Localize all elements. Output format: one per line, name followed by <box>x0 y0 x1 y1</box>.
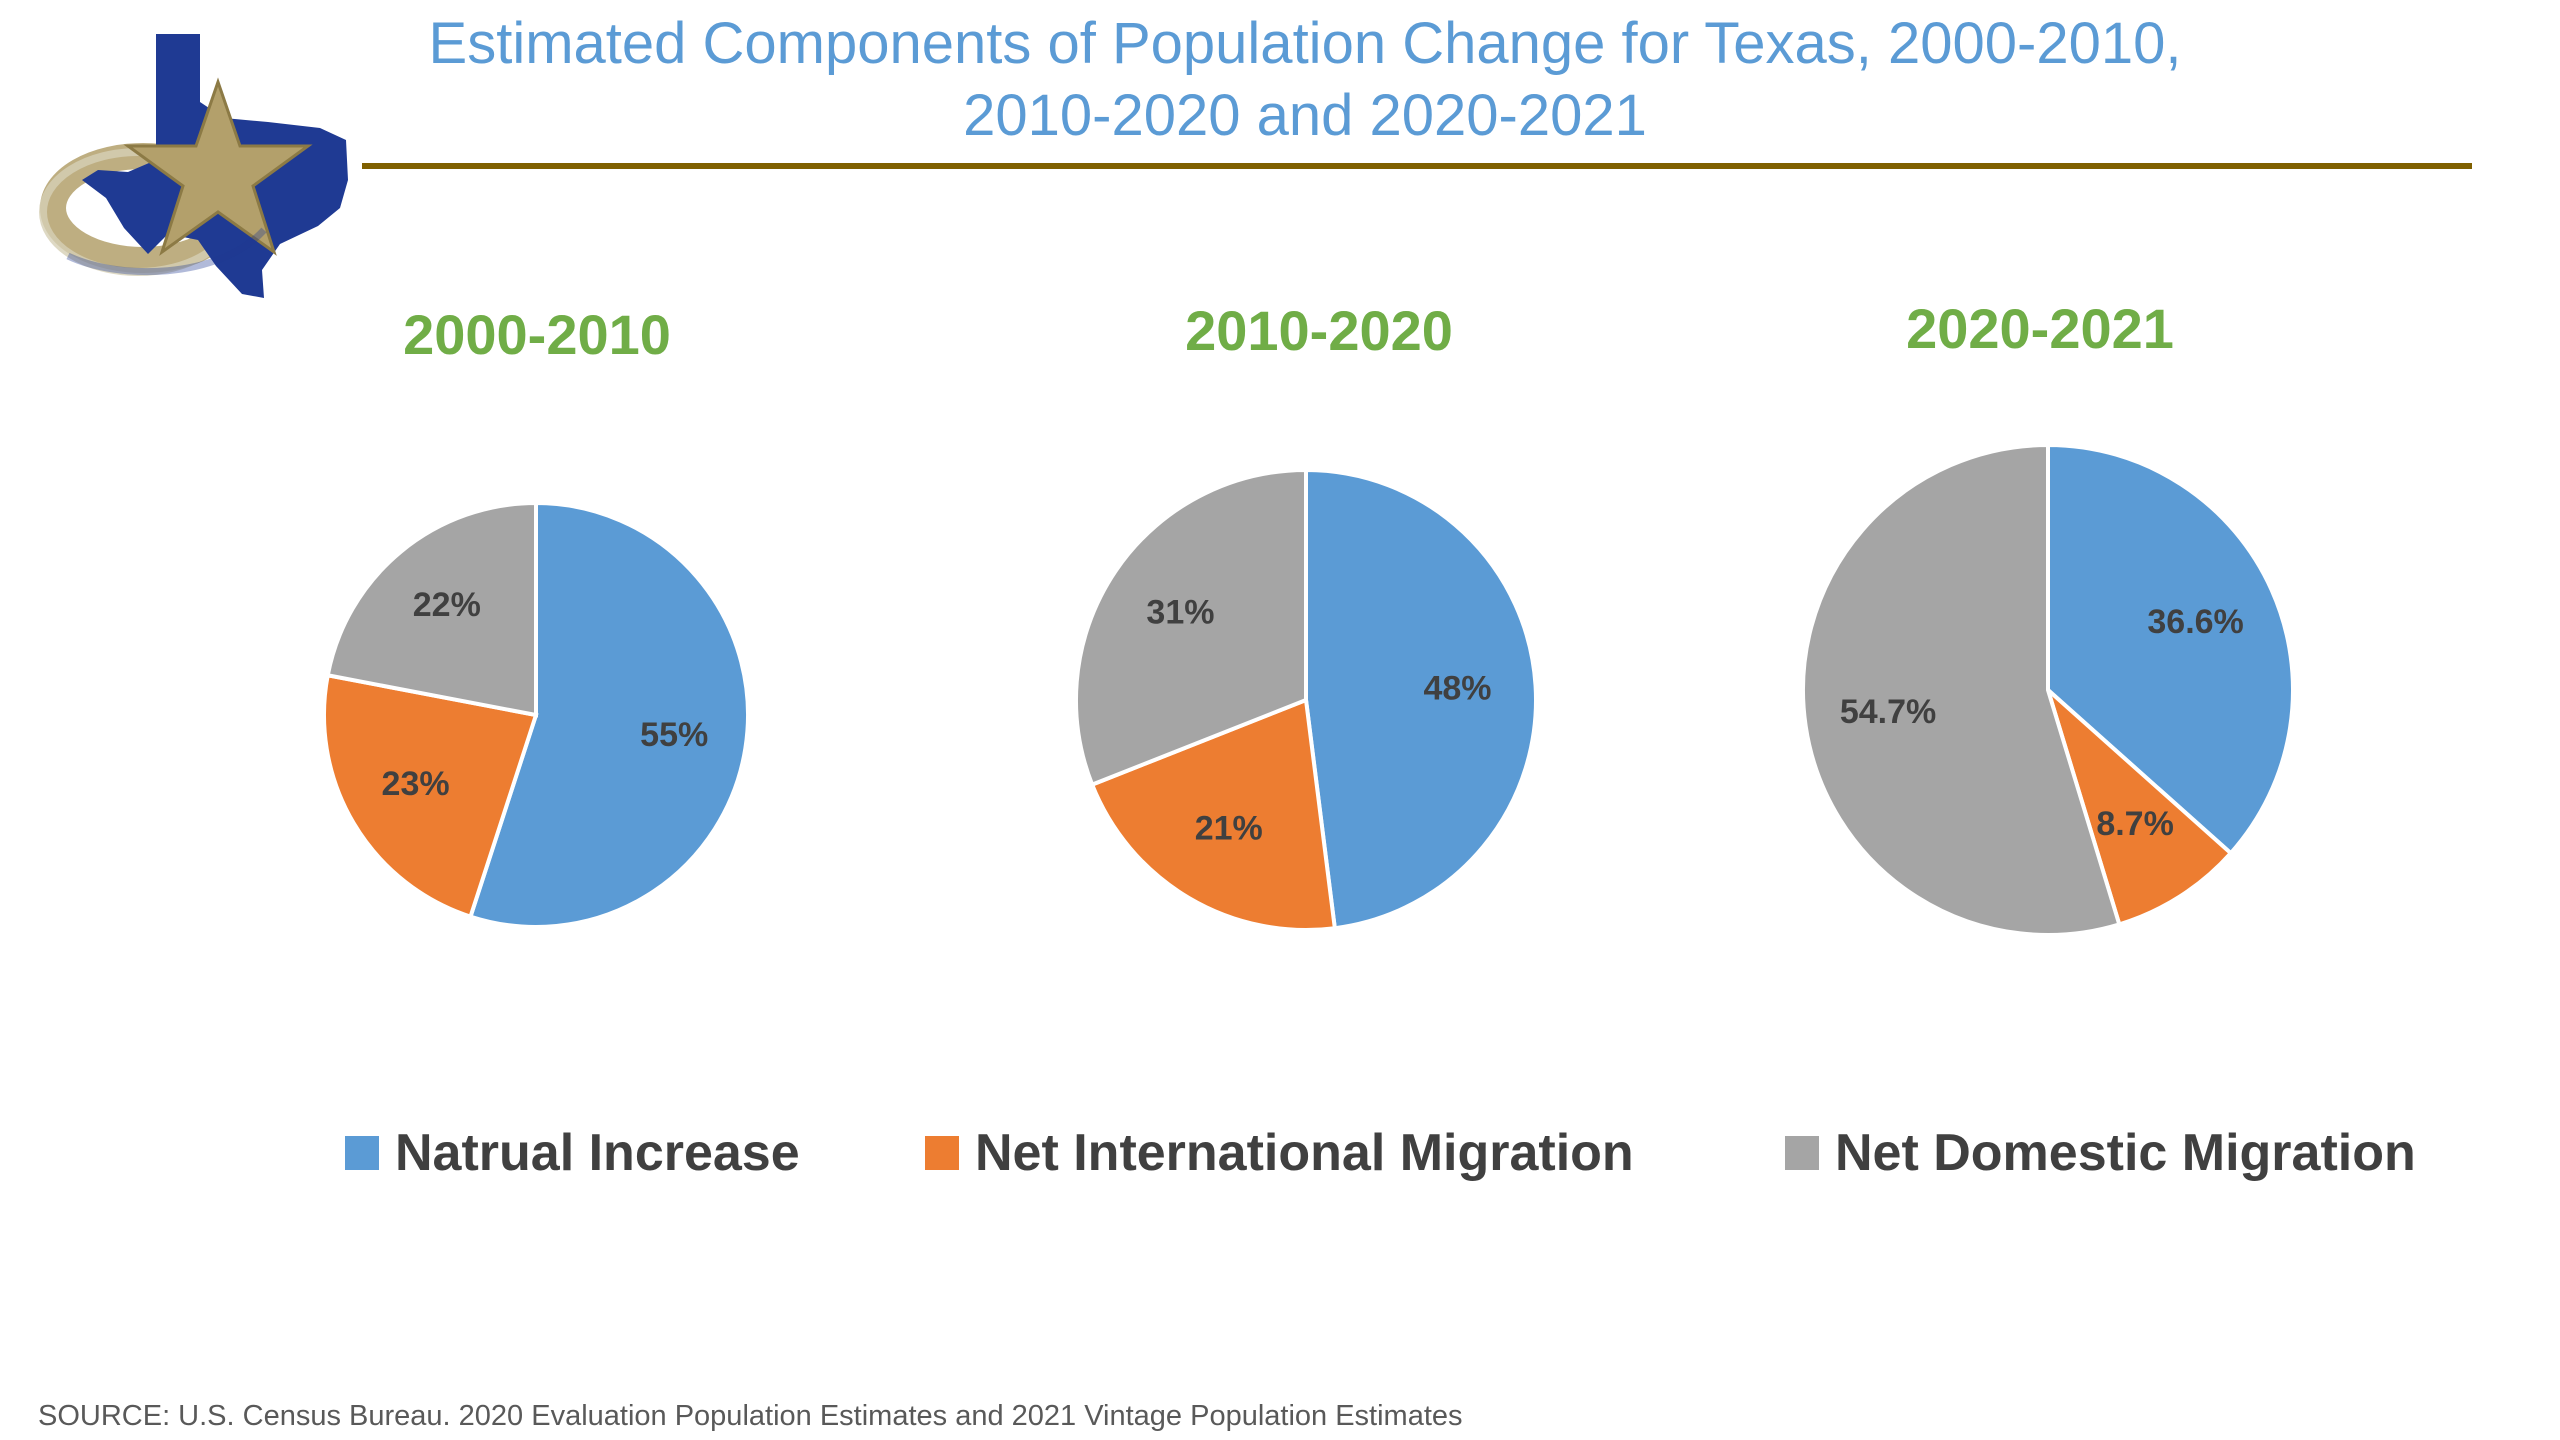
pie-0-label-net-domestic-migration: 22% <box>413 586 481 624</box>
legend-item-natural-increase: Natrual Increase <box>345 1120 800 1186</box>
legend-swatch-net-international-migration <box>925 1136 959 1170</box>
title-divider <box>362 163 2472 169</box>
pie-1-slice-net-international-migration <box>1089 697 1338 932</box>
pie-0-label-net-international-migration: 23% <box>382 765 450 803</box>
pie-2-label-net-domestic-migration: 54.7% <box>1840 693 1936 731</box>
pie-title-2010-2020: 2010-2020 <box>1185 299 1453 362</box>
pie-2-slice-natural-increase <box>2046 442 2296 856</box>
pie-1-label-natural-increase: 48% <box>1423 669 1491 707</box>
pie-2-slice-net-international-migration <box>2044 683 2234 927</box>
pie-0-slice-net-international-migration <box>322 672 539 920</box>
chart-title-line1: Estimated Components of Population Chang… <box>428 11 2182 76</box>
pie-1-slice-natural-increase <box>1304 467 1538 931</box>
pie-2-label-natural-increase: 36.6% <box>2147 603 2243 641</box>
texas-star-logo-icon <box>39 34 348 298</box>
pie-0-slice-net-domestic-migration <box>325 500 538 718</box>
pie-1-slice-net-domestic-migration <box>1073 467 1308 788</box>
legend-label-net-domestic-migration: Net Domestic Migration <box>1835 1124 2416 1182</box>
pie-0-slice-natural-increase <box>467 500 750 929</box>
pie-2-slice-net-domestic-migration <box>1801 442 2122 937</box>
legend-label-natural-increase: Natrual Increase <box>395 1124 800 1182</box>
pie-1-label-net-international-migration: 21% <box>1195 810 1263 848</box>
pie-title-2000-2010: 2000-2010 <box>403 303 671 366</box>
legend-swatch-net-domestic-migration <box>1785 1136 1819 1170</box>
legend-swatch-natural-increase <box>345 1136 379 1170</box>
source-note: SOURCE: U.S. Census Bureau. 2020 Evaluat… <box>38 1400 1463 1432</box>
legend-label-net-international-migration: Net International Migration <box>975 1124 1634 1182</box>
pie-1-label-net-domestic-migration: 31% <box>1146 594 1214 632</box>
pie-0-label-natural-increase: 55% <box>640 716 708 754</box>
pie-2-label-net-international-migration: 8.7% <box>2096 805 2174 843</box>
chart-title-line2: 2010-2020 and 2020-2021 <box>963 83 1647 148</box>
legend-item-net-domestic-migration: Net Domestic Migration <box>1785 1120 2416 1186</box>
pie-title-2020-2021: 2020-2021 <box>1906 297 2174 360</box>
legend-item-net-international-migration: Net International Migration <box>925 1120 1634 1186</box>
